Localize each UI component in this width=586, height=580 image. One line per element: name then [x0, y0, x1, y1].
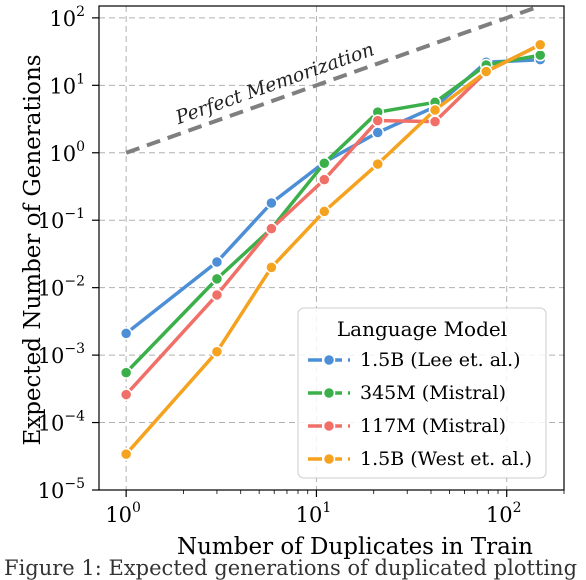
legend-label: 117M (Mistral) — [360, 415, 506, 437]
data-point — [119, 388, 133, 401]
data-point — [265, 222, 278, 235]
plot-frame — [98, 5, 565, 491]
data-point — [479, 65, 493, 78]
legend-label: 1.5B (West et. al.) — [360, 448, 532, 470]
series-group — [119, 38, 547, 461]
legend-marker — [322, 452, 336, 466]
y-tick-label: 100 — [49, 139, 85, 166]
y-tick-label: 101 — [49, 71, 85, 98]
data-point — [533, 48, 547, 62]
data-point — [318, 205, 331, 218]
data-point — [371, 114, 384, 127]
legend-title: Language Model — [337, 317, 507, 341]
legend-item: 1.5B (West et. al.) — [308, 448, 532, 470]
x-axis: 100 101 102 — [105, 490, 565, 527]
legend-marker — [322, 386, 336, 400]
y-tick-label: 10−5 — [38, 476, 85, 503]
data-point — [318, 173, 331, 186]
legend-marker — [322, 353, 336, 367]
data-point — [210, 255, 224, 269]
data-point — [428, 103, 442, 117]
legend-item: 345M (Mistral) — [308, 382, 506, 404]
data-point — [265, 261, 278, 274]
perfect-memorization-line-path — [125, 4, 541, 155]
data-point — [533, 38, 547, 51]
y-tick-label: 102 — [49, 4, 85, 31]
x-tick-label: 100 — [105, 500, 141, 527]
data-point — [210, 272, 224, 286]
data-point — [119, 327, 133, 340]
x-axis-title: Number of Duplicates in Train — [177, 534, 533, 560]
data-point — [119, 366, 133, 379]
series-3 — [119, 38, 547, 461]
legend-item: 117M (Mistral) — [308, 415, 506, 437]
series-line — [124, 53, 541, 374]
legend-label: 1.5B (Lee et. al.) — [360, 349, 521, 371]
data-point — [371, 157, 384, 171]
data-point — [210, 288, 224, 302]
data-point — [265, 196, 278, 210]
legend-label: 345M (Mistral) — [360, 382, 506, 404]
y-axis-title: Expected Number of Generations — [20, 54, 46, 445]
legend: Language Model 1.5B (Lee et. al.) 345M (Mi… — [297, 307, 547, 479]
legend-item: 1.5B (Lee et. al.) — [308, 349, 521, 371]
legend-box — [297, 307, 547, 479]
data-point — [210, 345, 224, 359]
figure-caption: Figure 1: Expected generations of duplic… — [4, 556, 584, 580]
data-point — [318, 156, 331, 170]
data-point — [428, 115, 442, 128]
x-tick-label: 102 — [486, 500, 522, 527]
data-point — [371, 126, 384, 139]
legend-marker — [322, 419, 336, 433]
series-line — [124, 43, 541, 456]
y-tick-label: 10−4 — [38, 409, 85, 436]
x-tick-label: 101 — [296, 500, 332, 527]
data-point — [119, 447, 133, 461]
